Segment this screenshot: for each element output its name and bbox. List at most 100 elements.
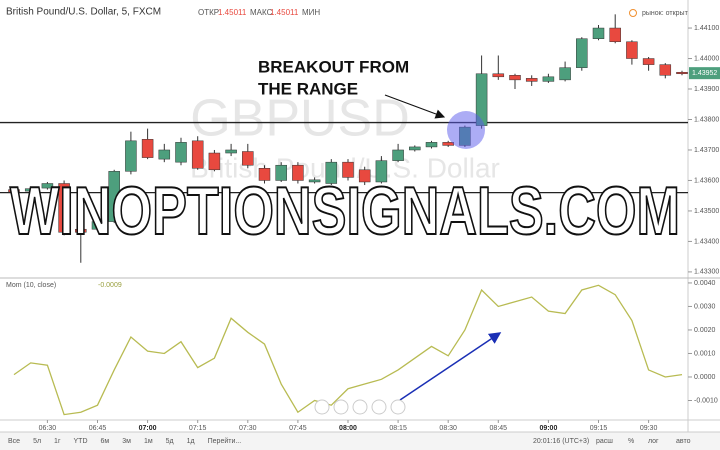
candle-body <box>409 146 421 151</box>
header-stat: МАКС <box>250 8 273 17</box>
candle-body <box>425 142 438 148</box>
watermark-site: WINOPTIONSIGNALS.COM <box>10 173 680 249</box>
zoom-button[interactable] <box>352 399 368 415</box>
candle-body <box>375 160 388 183</box>
candle-body <box>75 228 87 233</box>
y-tick-label: 0.0000 <box>694 374 716 381</box>
candle-body <box>358 169 371 183</box>
range-button[interactable]: 1г <box>54 438 61 445</box>
x-tick-label: 09:00 <box>539 425 557 432</box>
range-button[interactable]: YTD <box>74 438 88 445</box>
candle-body <box>191 140 204 169</box>
x-tick-label: 07:00 <box>139 425 157 432</box>
candle-body <box>308 179 321 183</box>
candle-body <box>275 164 287 181</box>
candle-body <box>342 161 354 178</box>
candle-body <box>175 142 187 163</box>
zoom-button[interactable] <box>371 399 387 415</box>
watermark-ticker: GBPUSD <box>190 90 410 148</box>
candle-body <box>225 149 237 154</box>
x-tick-label: 07:15 <box>189 425 207 432</box>
x-tick-label: 06:45 <box>89 425 107 432</box>
plot: 1.43300 1.43400 1.43500 1.43600 1.43700 1.438… <box>0 14 720 432</box>
toolbar-items: Все 5л 1г YTD 6м 3м 1м 5д 1д Перейти... 20:01:16 (… <box>8 437 691 445</box>
market-icon <box>629 9 637 17</box>
header-stat: 1.45011 <box>218 8 247 17</box>
header-stat: ОТКР <box>198 8 219 17</box>
header-stat: МИН <box>302 8 320 17</box>
candle-body <box>542 76 555 82</box>
candle-body <box>8 189 20 193</box>
market-status: рынок: открыт <box>642 10 689 17</box>
candle-body <box>392 149 404 161</box>
y-tick-label: 1.43600 <box>694 177 719 184</box>
y-tick-label: -0.0010 <box>694 397 718 404</box>
indicator-title: Mom (10, close) <box>6 282 56 289</box>
option-button[interactable]: авто <box>676 438 691 445</box>
candle-body <box>292 164 304 181</box>
annotation: BREAKOUT FROM <box>258 57 409 76</box>
x-tick-label: 09:30 <box>640 425 658 432</box>
candle-body <box>492 73 505 78</box>
candle-body <box>24 188 37 192</box>
x-tick-label: 07:45 <box>289 425 307 432</box>
annotation: THE RANGE <box>258 79 358 98</box>
candle-body <box>258 168 271 181</box>
candle-body <box>91 221 104 230</box>
y-tick-label: 1.43500 <box>694 208 719 215</box>
candle-body <box>642 58 655 65</box>
indicator-value: -0.0009 <box>98 282 122 289</box>
clock: 20:01:16 (UTC+3) <box>533 438 589 445</box>
x-tick-label: 08:15 <box>389 425 407 432</box>
y-tick-label: 1.44000 <box>694 55 719 62</box>
option-button[interactable]: % <box>628 438 634 445</box>
candle-body <box>325 161 338 184</box>
x-tick-label: 08:45 <box>490 425 508 432</box>
highlight-circle <box>447 111 485 149</box>
candle-body <box>41 183 54 189</box>
y-tick-label: 0.0010 <box>694 350 716 357</box>
y-tick-label: 1.43300 <box>694 269 719 276</box>
candle-body <box>576 38 588 68</box>
y-tick-label: 0.0020 <box>694 327 716 334</box>
annotation-arrow <box>384 94 446 119</box>
header-stat: 1.45011 <box>270 8 299 17</box>
range-button[interactable]: 5л <box>33 438 41 445</box>
last-price-label: 1.43952 <box>692 70 717 77</box>
option-button[interactable]: расш <box>596 438 613 445</box>
x-tick-label: 06:30 <box>39 425 57 432</box>
y-tick-label: 1.43400 <box>694 238 719 245</box>
y-tick-label: 0.0030 <box>694 303 716 310</box>
y-tick-label: 1.44100 <box>694 25 719 32</box>
range-button[interactable]: 3м <box>122 438 131 445</box>
candle-body <box>609 27 621 43</box>
candle-body <box>242 151 254 166</box>
zoom-controls <box>314 399 406 415</box>
x-tick-label: 07:30 <box>239 425 257 432</box>
x-tick-label: 08:30 <box>439 425 457 432</box>
range-button[interactable]: 1м <box>144 438 153 445</box>
toolbar <box>0 432 720 450</box>
option-button[interactable]: лог <box>648 438 659 445</box>
candle-body <box>659 64 672 76</box>
range-button[interactable]: Все <box>8 438 20 445</box>
candle-body <box>559 67 571 81</box>
range-button[interactable]: Перейти... <box>208 437 242 445</box>
zoom-button[interactable] <box>390 399 406 415</box>
range-button[interactable]: 1д <box>187 438 195 445</box>
x-tick-label: 09:15 <box>590 425 608 432</box>
symbol-title: British Pound/U.S. Dollar, 5, FXCM <box>6 7 161 18</box>
zoom-button[interactable] <box>333 399 349 415</box>
last-price-box <box>689 67 720 80</box>
range-button[interactable]: 6м <box>101 438 110 445</box>
candle-body <box>125 140 137 172</box>
y-tick-label: 1.43900 <box>694 86 719 93</box>
trend-arrow <box>399 332 502 401</box>
candle-body <box>626 41 638 59</box>
candle-body <box>58 183 70 233</box>
zoom-button[interactable] <box>314 399 330 415</box>
y-tick-label: 1.43700 <box>694 147 719 154</box>
range-button[interactable]: 5д <box>166 438 174 445</box>
